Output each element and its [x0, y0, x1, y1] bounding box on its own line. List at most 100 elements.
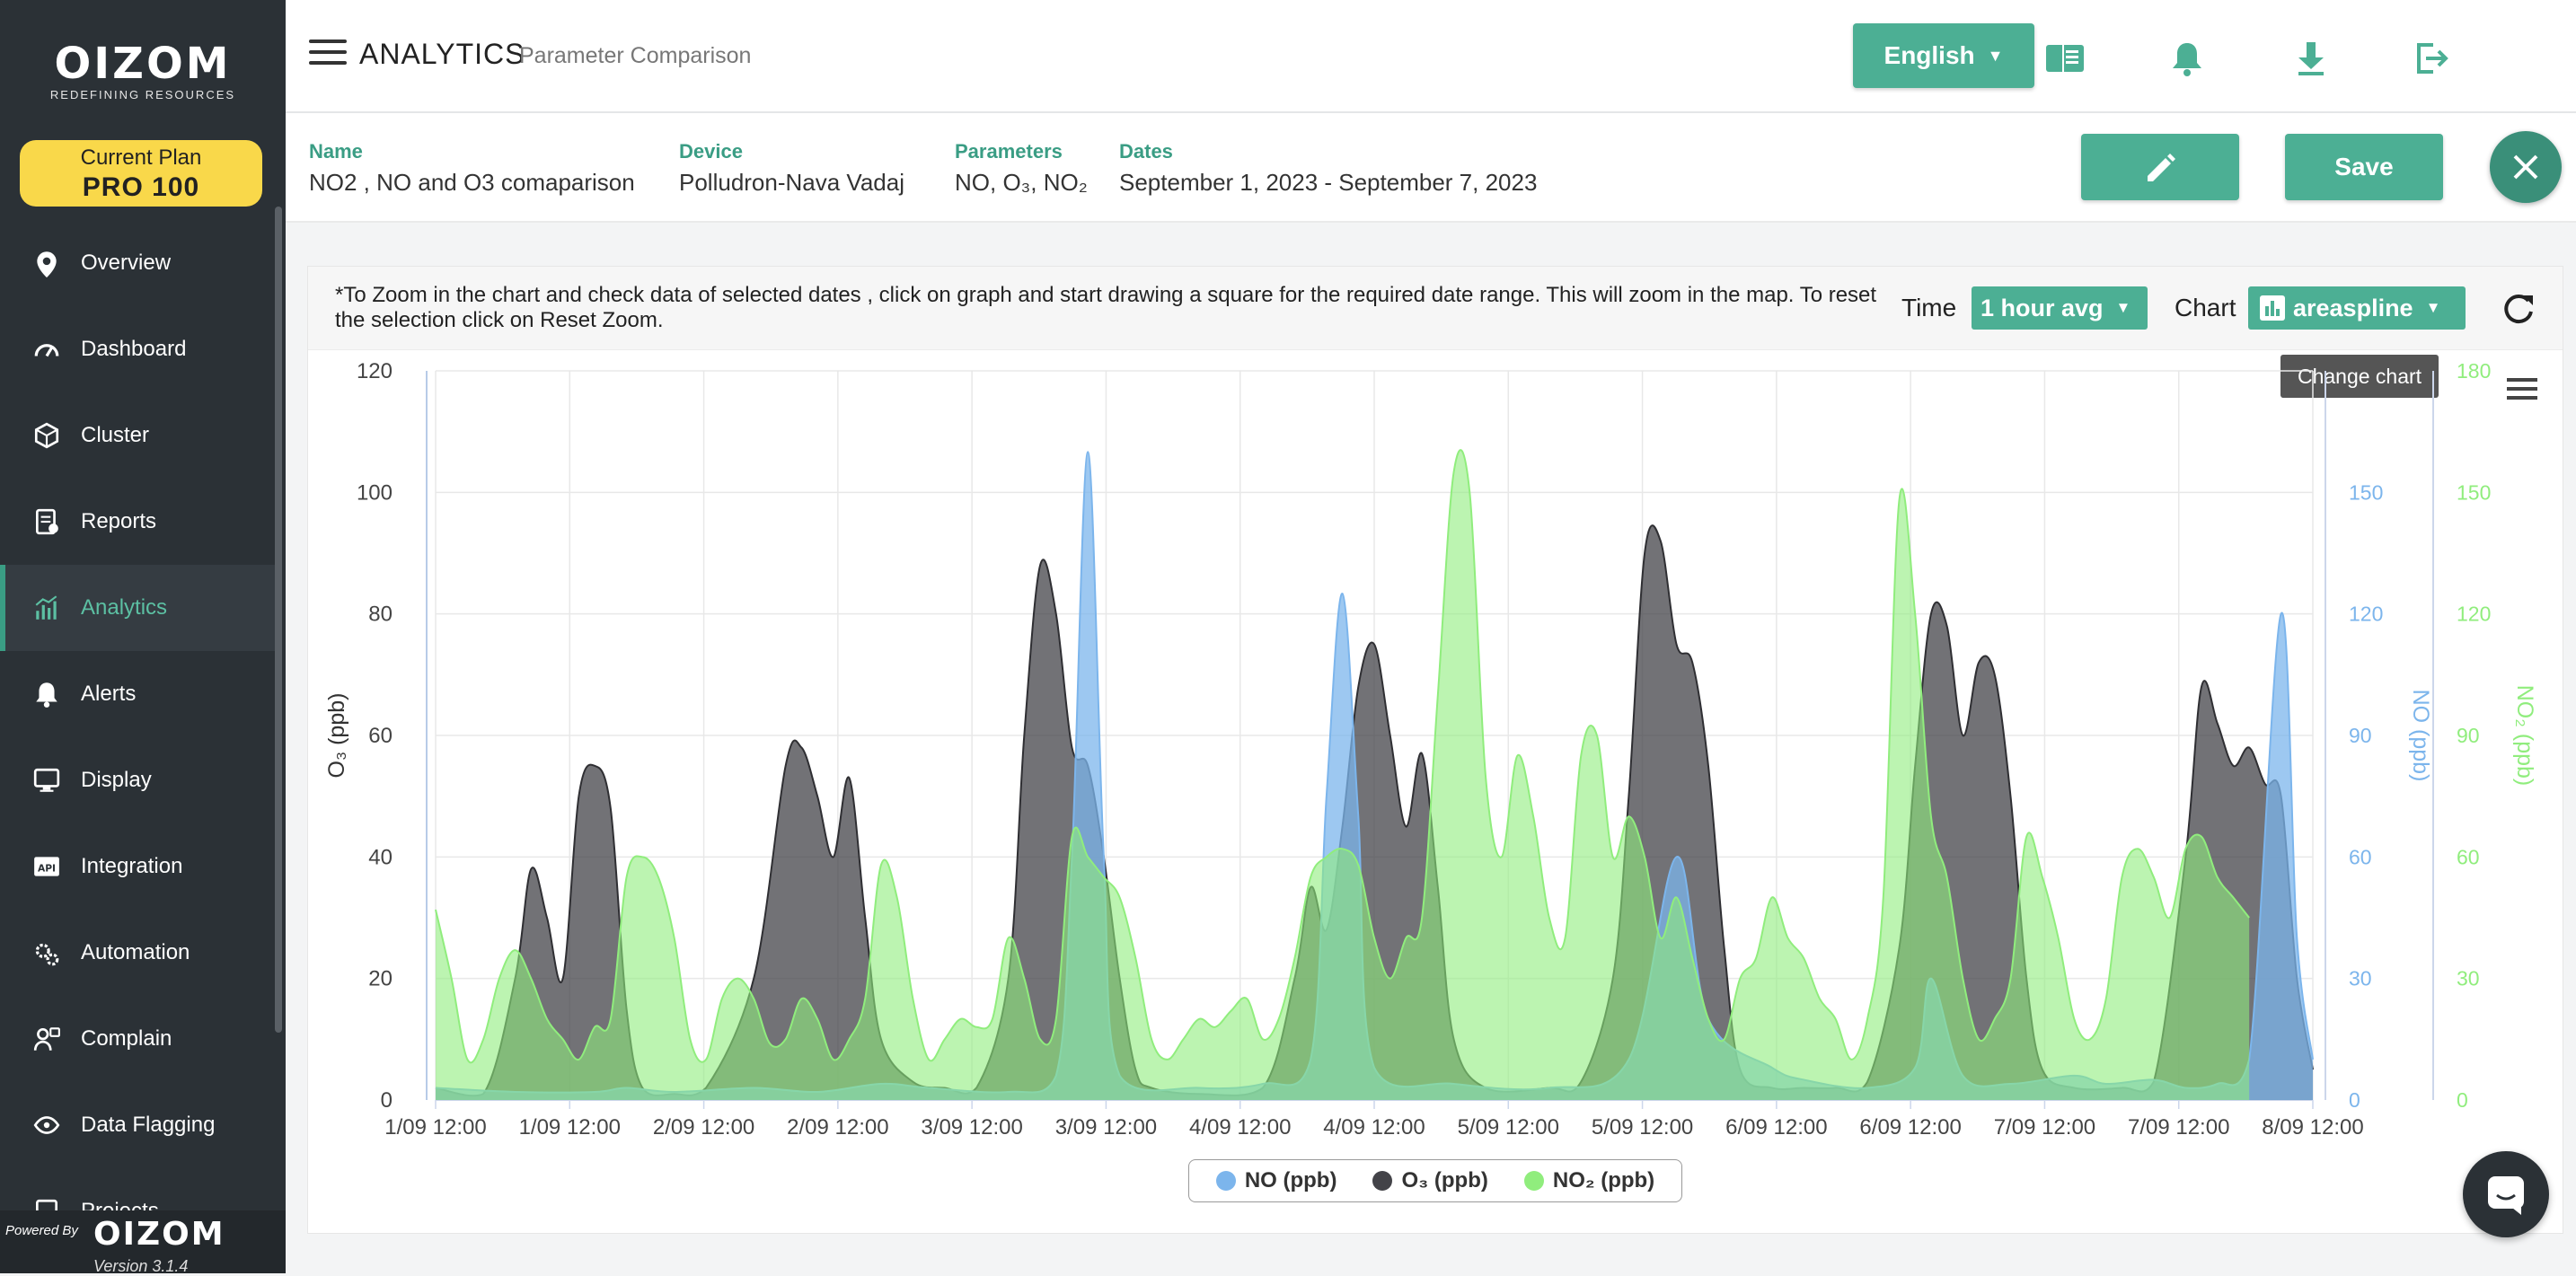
- series-area-no: [436, 450, 2250, 1100]
- chart-legend: NO (ppb) O₃ (ppb) NO₂ (ppb): [1188, 1159, 1682, 1202]
- name-value: NO2 , NO and O3 comaparison: [309, 169, 635, 196]
- map-pin-icon: [29, 245, 65, 281]
- sidebar-item-complain[interactable]: Complain: [0, 996, 275, 1082]
- analysis-info-bar: Name NO2 , NO and O3 comaparison Device …: [286, 113, 2576, 223]
- powered-by-footer: Powered By OIZOM Version 3.1.4: [0, 1210, 286, 1275]
- series-line-no: [435, 449, 2250, 1064]
- x-tick-label: 2/09 12:00: [653, 1115, 754, 1140]
- sidebar-item-label: Display: [81, 768, 152, 792]
- sidebar-item-integration[interactable]: API Integration: [0, 823, 275, 910]
- save-button[interactable]: Save: [2285, 134, 2443, 200]
- sidebar-item-alerts[interactable]: Alerts: [0, 651, 275, 737]
- plan-name: PRO 100: [82, 172, 200, 202]
- powered-by-logo: OIZOM: [93, 1216, 225, 1253]
- x-tick-label: 6/09 12:00: [1859, 1115, 1961, 1140]
- parameter-comparison-chart[interactable]: 1/09 12:00 1/09 12:00 2/09 12:00 2/09 12:00…: [308, 267, 2563, 1233]
- sidebar-item-dashboard[interactable]: Dashboard: [0, 306, 275, 392]
- time-value: 1 hour avg: [1981, 294, 2104, 321]
- page-subtitle: Parameter Comparison: [519, 43, 752, 68]
- y-tick-label-no2: 150: [2457, 480, 2491, 504]
- sidebar-item-data-flagging[interactable]: Data Flagging: [0, 1082, 275, 1168]
- language-dropdown[interactable]: English ▼: [1853, 23, 2034, 88]
- gauge-icon: [29, 331, 65, 367]
- language-label: English: [1883, 41, 1975, 69]
- eye-network-icon: [29, 1107, 65, 1143]
- x-tick-label: 1/09 12:00: [519, 1115, 621, 1140]
- legend-item-no[interactable]: NO (ppb): [1215, 1168, 1337, 1193]
- y-tick-label-no2: 30: [2457, 967, 2480, 990]
- top-bar: ANALYTICS Parameter Comparison English ▼: [286, 0, 2576, 113]
- oizom-logo[interactable]: OIZOM REDEFINING RESOURCES: [31, 41, 255, 101]
- info-device: Device Polludron-Nava Vadaj: [679, 140, 904, 197]
- x-tick-label: 5/09 12:00: [1458, 1115, 1559, 1140]
- sidebar: OIZOM REDEFINING RESOURCES Current Plan …: [0, 0, 286, 1275]
- x-tick-label: 4/09 12:00: [1189, 1115, 1291, 1140]
- parameters-value: NO, O₃, NO₂: [955, 169, 1088, 196]
- y-tick-label-no2: 120: [2457, 603, 2491, 626]
- y-tick-label-o3: 120: [357, 359, 393, 383]
- x-tick-label: 7/09 12:00: [2128, 1115, 2229, 1140]
- legend-item-no2[interactable]: NO₂ (ppb): [1523, 1168, 1655, 1193]
- sidebar-item-label: Dashboard: [81, 337, 187, 361]
- chart-toolbar: [308, 267, 2563, 350]
- book-icon[interactable]: [2042, 36, 2087, 81]
- page-title: ANALYTICS: [359, 38, 525, 70]
- dates-value: September 1, 2023 - September 7, 2023: [1119, 169, 1538, 196]
- y-tick-label-no2: 0: [2457, 1088, 2468, 1112]
- y-tick-label-o3: 20: [368, 967, 393, 991]
- sidebar-item-analytics[interactable]: Analytics: [0, 565, 275, 651]
- bar-chart-icon: [2260, 295, 2285, 321]
- sidebar-item-label: Integration: [81, 854, 183, 878]
- chart-icon: [29, 590, 65, 626]
- sidebar-item-reports[interactable]: Reports: [0, 479, 275, 565]
- time-average-dropdown[interactable]: 1 hour avg ▼: [1972, 286, 2148, 330]
- legend-label-no2: NO₂ (ppb): [1552, 1168, 1655, 1192]
- edit-button[interactable]: [2081, 134, 2239, 200]
- current-plan-badge[interactable]: Current Plan PRO 100: [20, 140, 262, 207]
- x-tick-label: 4/09 12:00: [1323, 1115, 1425, 1140]
- sidebar-item-label: Data Flagging: [81, 1113, 216, 1137]
- legend-item-o3[interactable]: O₃ (ppb): [1372, 1168, 1488, 1193]
- chart-context-menu-icon[interactable]: [2507, 378, 2537, 405]
- y-tick-label-no2: 180: [2457, 359, 2491, 383]
- x-tick-label: 5/09 12:00: [1592, 1115, 1693, 1140]
- chart-card: *To Zoom in the chart and check data of …: [307, 266, 2563, 1234]
- sidebar-item-automation[interactable]: Automation: [0, 910, 275, 996]
- y-tick-label-no2: 60: [2457, 845, 2480, 868]
- y-tick-label-no2: 90: [2457, 724, 2480, 747]
- chart-type-dropdown[interactable]: areaspline ▼: [2248, 286, 2466, 330]
- zoom-instructions: *To Zoom in the chart and check data of …: [335, 283, 1877, 332]
- sidebar-item-cluster[interactable]: Cluster: [0, 392, 275, 479]
- y-tick-label-no: 0: [2349, 1088, 2360, 1112]
- y-tick-label-no: 120: [2349, 603, 2383, 626]
- logout-icon[interactable]: [2409, 36, 2454, 81]
- close-button[interactable]: [2490, 131, 2562, 203]
- x-tick-label: 3/09 12:00: [1055, 1115, 1157, 1140]
- bell-icon[interactable]: [2165, 36, 2210, 81]
- chat-icon: [2488, 1176, 2524, 1215]
- download-icon[interactable]: [2289, 36, 2333, 81]
- change-chart-tooltip: Change chart: [2280, 355, 2439, 398]
- sidebar-item-display[interactable]: Display: [0, 737, 275, 823]
- info-name: Name NO2 , NO and O3 comaparison: [309, 140, 635, 197]
- sidebar-item-overview[interactable]: Overview: [0, 220, 275, 306]
- x-tick-label: 3/09 12:00: [921, 1115, 1022, 1140]
- caret-down-icon: ▼: [2425, 299, 2441, 316]
- y-tick-label-no: 60: [2349, 845, 2372, 868]
- chart-type-value: areaspline: [2293, 294, 2413, 321]
- series-area-o: [436, 525, 2313, 1100]
- sidebar-scrollbar[interactable]: [275, 207, 282, 1033]
- legend-label-no: NO (ppb): [1244, 1168, 1337, 1192]
- sidebar-item-label: Complain: [81, 1026, 172, 1051]
- sidebar-item-label: Overview: [81, 251, 172, 275]
- chart-label: Chart: [2175, 294, 2236, 321]
- chat-support-button[interactable]: [2463, 1151, 2549, 1237]
- hamburger-menu-icon[interactable]: [309, 40, 347, 68]
- y-tick-label-o3: 100: [357, 480, 393, 505]
- refresh-icon[interactable]: [2500, 290, 2537, 328]
- y-tick-label-no: 90: [2349, 724, 2372, 747]
- sidebar-item-label: Automation: [81, 940, 190, 964]
- dates-label: Dates: [1119, 140, 1173, 163]
- y-axis-title-no: NO (ppb): [2408, 690, 2433, 782]
- device-value: Polludron-Nava Vadaj: [679, 169, 904, 196]
